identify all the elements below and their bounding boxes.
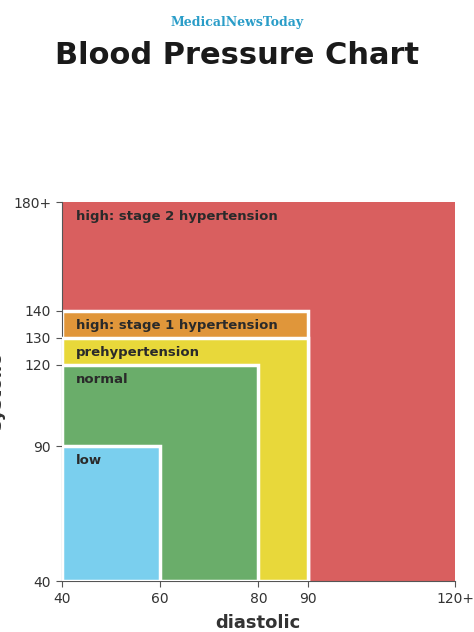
Bar bbox=[62, 365, 258, 581]
Text: high: stage 2 hypertension: high: stage 2 hypertension bbox=[76, 210, 278, 223]
Bar bbox=[62, 337, 308, 581]
Text: low: low bbox=[76, 454, 102, 467]
Text: MedicalNewsToday: MedicalNewsToday bbox=[171, 16, 303, 29]
Y-axis label: systolic: systolic bbox=[0, 353, 5, 430]
Bar bbox=[62, 310, 308, 581]
Text: normal: normal bbox=[76, 373, 129, 386]
X-axis label: diastolic: diastolic bbox=[216, 614, 301, 632]
Bar bbox=[62, 365, 258, 581]
Text: Blood Pressure Chart: Blood Pressure Chart bbox=[55, 41, 419, 70]
Text: prehypertension: prehypertension bbox=[76, 346, 201, 359]
Bar bbox=[62, 446, 160, 581]
Text: high: stage 1 hypertension: high: stage 1 hypertension bbox=[76, 319, 278, 332]
Bar bbox=[62, 446, 160, 581]
Bar bbox=[62, 337, 308, 581]
Bar bbox=[62, 310, 308, 581]
